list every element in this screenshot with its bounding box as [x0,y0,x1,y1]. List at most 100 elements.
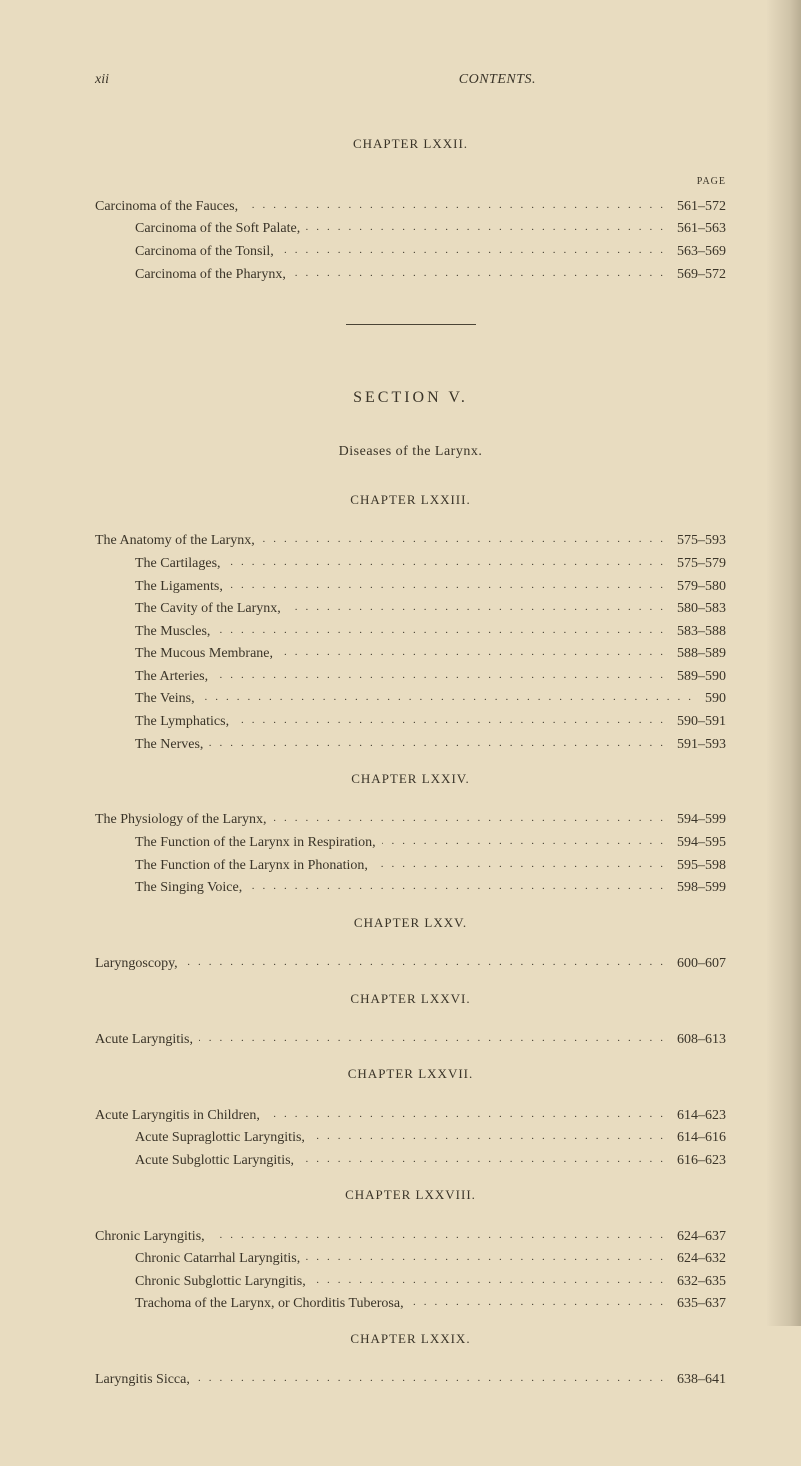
entry-leader-dots: ........................................… [279,645,671,660]
entry-label: Laryngoscopy, [95,954,178,974]
toc-entry: The Arteries,...........................… [95,667,726,687]
entry-label: The Nerves, [95,735,203,755]
entry-pages: 561–572 [677,197,726,217]
toc-entry: Acute Supraglottic Laryngitis,..........… [95,1128,726,1148]
chapter-entries: Laryngoscopy,...........................… [95,954,726,974]
entry-pages: 638–641 [677,1370,726,1390]
toc-entry: Carcinoma of the Fauces,................… [95,197,726,217]
section-subtitle: Diseases of the Larynx. [95,442,726,462]
entry-pages: 608–613 [677,1030,726,1050]
entry-pages: 575–593 [677,531,726,551]
entry-pages: 569–572 [677,265,726,285]
entry-label: The Cavity of the Larynx, [95,599,281,619]
entry-pages: 624–637 [677,1227,726,1247]
entry-leader-dots: ........................................… [266,1107,671,1122]
entry-label: The Muscles, [95,622,210,642]
entry-leader-dots: ........................................… [306,220,671,235]
toc-entry: The Singing Voice,......................… [95,878,726,898]
toc-entry: The Function of the Larynx in Respiratio… [95,833,726,853]
entry-label: Laryngitis Sicca, [95,1370,190,1390]
toc-entry: Carcinoma of the Pharynx,...............… [95,265,726,285]
entry-leader-dots: ........................................… [382,834,671,849]
entry-label: The Ligaments, [95,577,223,597]
entry-leader-dots: ........................................… [410,1295,671,1310]
entry-pages: 614–616 [677,1128,726,1148]
entry-pages: 580–583 [677,599,726,619]
entry-label: Carcinoma of the Soft Palate, [95,219,300,239]
chapter-entries: Acute Laryngitis in Children,...........… [95,1106,726,1171]
chapter-entries: Carcinoma of the Fauces,................… [95,197,726,284]
entry-label: Acute Laryngitis in Children, [95,1106,260,1126]
entry-pages: 590–591 [677,712,726,732]
pre-section-chapter-list: CHAPTER LXXII. PAGE Carcinoma of the Fauce… [95,135,726,285]
entry-pages: 598–599 [677,878,726,898]
section-chapter-list: CHAPTER LXXIII. The Anatomy of the Larynx… [95,491,726,1390]
chapter-header: CHAPTER LXXVIII. [95,1186,726,1204]
contents-page: xii CONTENTS. CHAPTER LXXII. PAGE Carcinom… [0,0,801,1466]
entry-pages: 594–599 [677,810,726,830]
toc-entry: The Cartilages,.........................… [95,554,726,574]
entry-leader-dots: ........................................… [287,600,671,615]
chapter-header: CHAPTER LXXIII. [95,491,726,509]
chapter-entries: Laryngitis Sicca,.......................… [95,1370,726,1390]
page-column-label: PAGE [95,175,726,189]
entry-leader-dots: ........................................… [184,955,671,970]
entry-label: Acute Laryngitis, [95,1030,193,1050]
entry-leader-dots: ........................................… [374,857,671,872]
entry-leader-dots: ........................................… [235,713,671,728]
entry-pages: 583–588 [677,622,726,642]
entry-pages: 595–598 [677,856,726,876]
chapter-entries: Chronic Laryngitis,.....................… [95,1227,726,1314]
entry-label: Acute Subglottic Laryngitis, [95,1151,294,1171]
toc-entry: The Physiology of the Larynx,...........… [95,810,726,830]
entry-label: Trachoma of the Larynx, or Chorditis Tub… [95,1294,404,1314]
chapter-header: CHAPTER LXXIV. [95,770,726,788]
toc-entry: Chronic Laryngitis,.....................… [95,1227,726,1247]
entry-pages: 561–563 [677,219,726,239]
entry-label: The Arteries, [95,667,208,687]
toc-entry: Laryngitis Sicca,.......................… [95,1370,726,1390]
entry-pages: 624–632 [677,1249,726,1269]
entry-pages: 635–637 [677,1294,726,1314]
toc-entry: Carcinoma of the Tonsil,................… [95,242,726,262]
entry-label: The Physiology of the Larynx, [95,810,266,830]
toc-entry: Laryngoscopy,...........................… [95,954,726,974]
entry-leader-dots: ........................................… [211,1228,671,1243]
entry-pages: 600–607 [677,954,726,974]
toc-entry: The Cavity of the Larynx,...............… [95,599,726,619]
chapter-header: CHAPTER LXXII. [95,135,726,153]
entry-label: Chronic Laryngitis, [95,1227,205,1247]
entry-pages: 591–593 [677,735,726,755]
entry-pages: 579–580 [677,577,726,597]
entry-leader-dots: ........................................… [311,1129,671,1144]
chapter-header: CHAPTER LXXV. [95,914,726,932]
entry-label: Carcinoma of the Tonsil, [95,242,274,262]
toc-entry: The Function of the Larynx in Phonation,… [95,856,726,876]
toc-entry: The Mucous Membrane,....................… [95,644,726,664]
toc-entry: Acute Subglottic Laryngitis,............… [95,1151,726,1171]
entry-leader-dots: ........................................… [261,532,671,547]
running-title: CONTENTS. [459,70,536,90]
chapter-entries: The Physiology of the Larynx,...........… [95,810,726,897]
entry-label: The Anatomy of the Larynx, [95,531,255,551]
entry-label: Acute Supraglottic Laryngitis, [95,1128,305,1148]
entry-leader-dots: ........................................… [306,1250,671,1265]
entry-pages: 589–590 [677,667,726,687]
entry-pages: 594–595 [677,833,726,853]
entry-label: The Function of the Larynx in Phonation, [95,856,368,876]
entry-leader-dots: ........................................… [199,1031,671,1046]
entry-leader-dots: ........................................… [292,266,671,281]
entry-label: Carcinoma of the Fauces, [95,197,238,217]
entry-pages: 575–579 [677,554,726,574]
page-number: xii [95,70,109,90]
toc-entry: The Lymphatics,.........................… [95,712,726,732]
toc-entry: Chronic Catarrhal Laryngitis,...........… [95,1249,726,1269]
entry-leader-dots: ........................................… [244,198,671,213]
toc-entry: The Muscles,............................… [95,622,726,642]
toc-entry: Carcinoma of the Soft Palate,...........… [95,219,726,239]
chapter-entries: Acute Laryngitis,.......................… [95,1030,726,1050]
section-header: SECTION V. [95,387,726,409]
entry-pages: 632–635 [677,1272,726,1292]
toc-entry: Acute Laryngitis in Children,...........… [95,1106,726,1126]
entry-label: Chronic Catarrhal Laryngitis, [95,1249,300,1269]
